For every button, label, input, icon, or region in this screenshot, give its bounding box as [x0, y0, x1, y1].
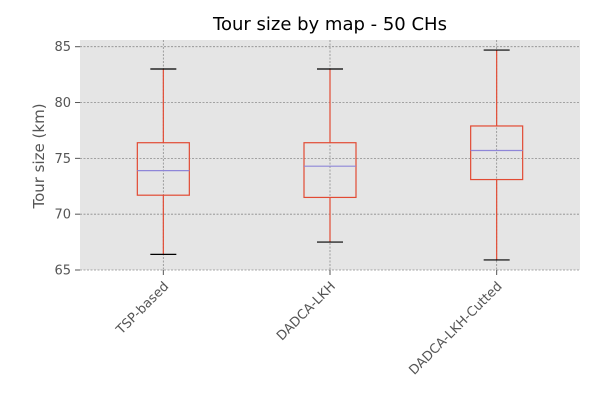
box-iqr [470, 125, 524, 181]
x-tick-label: DADCA-LKH-Cutted [406, 279, 505, 378]
y-tick-label: 75 [54, 152, 71, 167]
y-axis-label: Tour size (km) [30, 103, 48, 209]
y-tick-label: 80 [54, 96, 71, 111]
box-group [470, 49, 524, 261]
boxes-layer [136, 49, 524, 261]
box-iqr [136, 142, 190, 196]
y-tick-label: 85 [54, 40, 71, 55]
y-tick-label: 65 [54, 264, 71, 279]
box-iqr [303, 142, 357, 199]
box-group [136, 68, 190, 255]
x-tick-label: TSP-based [113, 279, 172, 338]
box-group [303, 68, 357, 243]
y-tick-label: 70 [54, 208, 71, 223]
chart-title: Tour size by map - 50 CHs [212, 14, 447, 35]
x-tick-label: DADCA-LKH [274, 279, 339, 344]
